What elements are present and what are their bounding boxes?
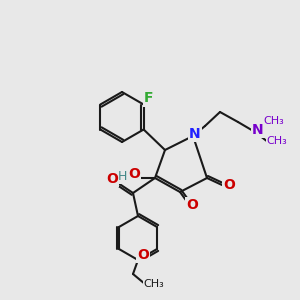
Text: O: O (223, 178, 235, 192)
Text: O: O (106, 172, 118, 186)
Text: O: O (137, 248, 149, 262)
Text: N: N (252, 123, 264, 137)
Text: CH₃: CH₃ (264, 116, 284, 126)
Text: O: O (128, 167, 140, 181)
Text: H: H (117, 169, 127, 182)
Text: O: O (186, 198, 198, 212)
Text: N: N (189, 127, 201, 141)
Text: CH₃: CH₃ (267, 136, 287, 146)
Text: CH₃: CH₃ (144, 279, 164, 289)
Text: F: F (144, 92, 153, 106)
